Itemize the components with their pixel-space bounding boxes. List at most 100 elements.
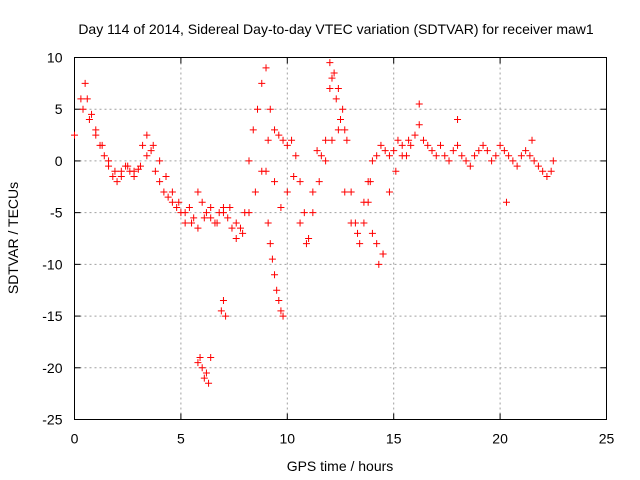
data-point <box>373 240 381 248</box>
x-tick-labels: 0 5 10 15 20 25 <box>71 431 615 447</box>
data-point <box>445 157 453 165</box>
data-point <box>341 188 349 196</box>
data-point <box>149 141 157 149</box>
data-point <box>317 152 325 160</box>
data-point <box>109 172 117 180</box>
data-point <box>207 353 215 361</box>
data-point <box>392 167 400 175</box>
data-point <box>262 167 270 175</box>
data-point <box>415 121 423 129</box>
data-point <box>277 203 285 211</box>
data-point <box>322 136 330 144</box>
data-point <box>328 136 336 144</box>
data-point <box>364 198 372 206</box>
data-point <box>398 152 406 160</box>
data-point <box>543 172 551 180</box>
data-point <box>156 178 164 186</box>
data-point <box>268 255 276 263</box>
data-point <box>202 209 210 217</box>
data-point <box>526 152 534 160</box>
data-point <box>271 271 279 279</box>
y-tick-label: 10 <box>47 50 63 66</box>
data-point <box>328 74 336 82</box>
x-tick-label: 20 <box>492 431 508 447</box>
data-point <box>147 147 155 155</box>
data-point <box>88 110 96 118</box>
y-tick-labels: 10 5 0 -5 -10 -15 -20 -25 <box>42 50 62 428</box>
data-point <box>111 167 119 175</box>
axis-ticks <box>74 57 607 420</box>
data-point <box>405 136 413 144</box>
data-point <box>156 157 164 165</box>
data-point <box>330 69 338 77</box>
data-point <box>326 59 334 67</box>
data-point <box>488 157 496 165</box>
data-point <box>213 219 221 227</box>
data-point <box>530 157 538 165</box>
data-point <box>168 198 176 206</box>
data-point <box>164 193 172 201</box>
data-point <box>271 178 279 186</box>
y-tick-label: -15 <box>42 308 62 324</box>
data-point <box>181 209 189 217</box>
data-point <box>222 312 230 320</box>
data-point <box>151 167 159 175</box>
data-point <box>245 209 253 217</box>
x-tick-label: 10 <box>280 431 296 447</box>
data-point <box>185 203 193 211</box>
data-point <box>339 105 347 113</box>
data-point <box>98 141 106 149</box>
data-point <box>143 152 151 160</box>
data-point <box>251 188 259 196</box>
data-point <box>190 214 198 222</box>
data-point <box>432 152 440 160</box>
data-point <box>198 198 206 206</box>
data-point <box>547 167 555 175</box>
data-point <box>424 141 432 149</box>
data-point <box>296 219 304 227</box>
data-point <box>300 209 308 217</box>
data-point <box>296 178 304 186</box>
data-point <box>334 85 342 93</box>
data-point <box>373 152 381 160</box>
data-point <box>454 141 462 149</box>
data-point <box>273 286 281 294</box>
data-point <box>292 152 300 160</box>
data-point <box>385 188 393 196</box>
y-tick-label: -25 <box>42 412 62 428</box>
x-tick-label: 0 <box>71 431 79 447</box>
data-point <box>517 152 525 160</box>
data-point <box>505 152 513 160</box>
data-point <box>219 297 227 305</box>
data-point <box>549 157 557 165</box>
data-point <box>509 157 517 165</box>
data-point <box>168 188 176 196</box>
data-point <box>85 116 93 124</box>
data-point <box>283 141 291 149</box>
data-point <box>275 297 283 305</box>
data-point <box>200 214 208 222</box>
data-point <box>200 374 208 382</box>
data-point <box>105 157 113 165</box>
y-tick-label: -10 <box>42 256 62 272</box>
data-point <box>502 198 510 206</box>
data-point <box>205 379 213 387</box>
data-point <box>264 219 272 227</box>
data-point <box>198 364 206 372</box>
data-point <box>202 369 210 377</box>
data-point <box>113 178 121 186</box>
x-tick-label: 25 <box>599 431 615 447</box>
y-tick-label: 0 <box>55 153 63 169</box>
x-axis-label: GPS time / hours <box>287 458 394 474</box>
data-point <box>528 136 536 144</box>
data-point <box>181 219 189 227</box>
data-point <box>419 136 427 144</box>
data-point <box>175 198 183 206</box>
data-point <box>343 136 351 144</box>
data-point <box>309 188 317 196</box>
data-point <box>441 152 449 160</box>
data-point <box>347 188 355 196</box>
data-point <box>232 219 240 227</box>
data-point <box>162 172 170 180</box>
